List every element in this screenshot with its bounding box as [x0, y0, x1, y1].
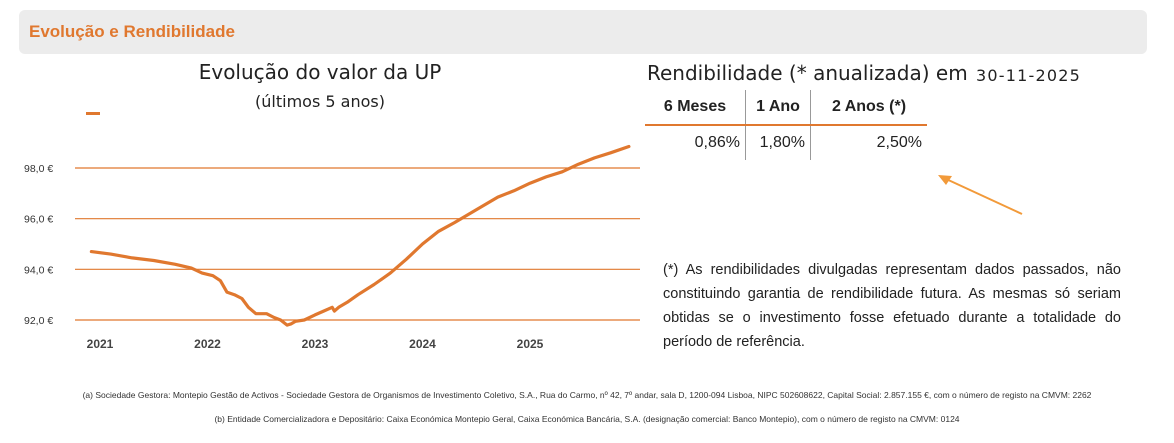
x-tick-label: 2021 — [87, 337, 114, 351]
chart-title: Evolução do valor da UP — [198, 60, 442, 84]
performance-table: 6 Meses 1 Ano 2 Anos (*) 0,86% 1,80% 2,5… — [645, 90, 927, 160]
disclaimer-note: (*) As rendibilidades divulgadas represe… — [663, 262, 1121, 350]
column-header-2y: 2 Anos (*) — [810, 90, 927, 126]
x-tick-label: 2024 — [409, 337, 436, 351]
performance-date: 30-11-2025 — [976, 66, 1081, 85]
x-tick-label: 2023 — [302, 337, 329, 351]
legend-marker — [86, 112, 100, 115]
y-tick-label: 92,0 € — [24, 315, 53, 327]
chart-subtitle: (últimos 5 anos) — [255, 92, 385, 111]
value-6m: 0,86% — [645, 125, 746, 160]
performance-title: Rendibilidade (* anualizada) em — [647, 61, 968, 85]
x-tick-label: 2022 — [194, 337, 221, 351]
footer-note-b: (b) Entidade Comercializadora e Depositá… — [214, 414, 960, 424]
y-tick-label: 98,0 € — [24, 163, 53, 175]
value-1y: 1,80% — [745, 125, 811, 160]
column-header-6m: 6 Meses — [645, 90, 746, 126]
series-line — [89, 144, 631, 327]
y-tick-label: 94,0 € — [24, 264, 53, 276]
table-row: 0,86% 1,80% 2,50% — [645, 125, 927, 160]
table-header-row: 6 Meses 1 Ano 2 Anos (*) — [645, 90, 927, 126]
column-header-1y: 1 Ano — [745, 90, 811, 126]
value-2y: 2,50% — [876, 134, 922, 151]
y-tick-label: 96,0 € — [24, 214, 53, 226]
footer-note-a: (a) Sociedade Gestora: Montepio Gestão d… — [82, 390, 1092, 400]
section-header: Evolução e Rendibilidade — [19, 10, 1147, 54]
section-title: Evolução e Rendibilidade — [29, 22, 235, 41]
x-tick-label: 2025 — [517, 337, 544, 351]
